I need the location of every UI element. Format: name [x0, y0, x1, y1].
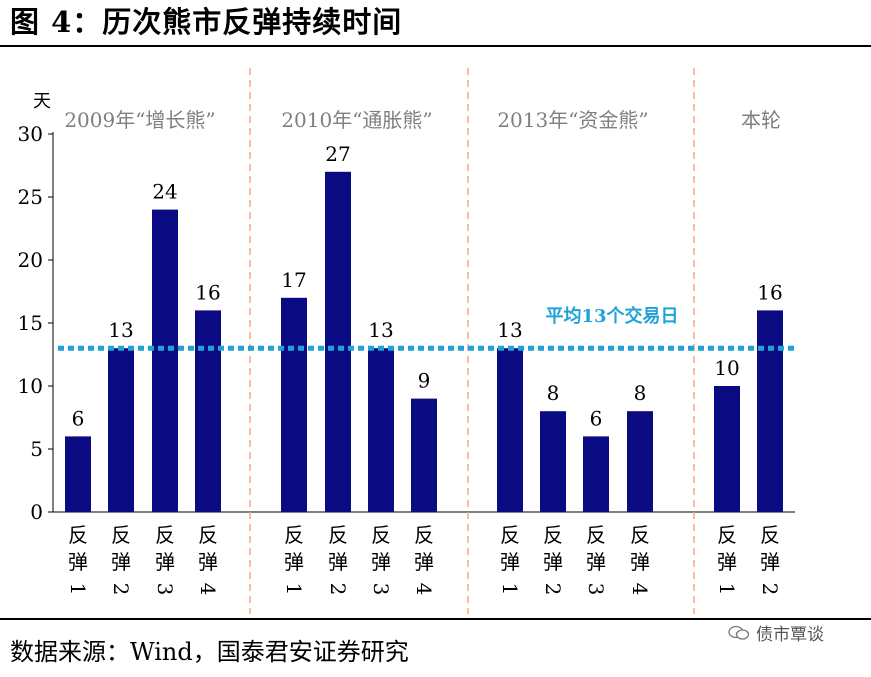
category-label-char: 1	[282, 583, 306, 596]
data-label: 13	[108, 318, 133, 342]
data-label: 9	[418, 369, 431, 393]
category-label-char: 4	[196, 583, 220, 596]
category-label-char: 反	[155, 523, 175, 547]
category-label-char: 3	[584, 583, 608, 596]
category-label-char: 反	[371, 523, 391, 547]
y-tick-label: 10	[18, 374, 43, 398]
category-label-char: 反	[68, 523, 88, 547]
watermark: 债市覃谈	[728, 620, 824, 645]
category-label-char: 2	[758, 583, 782, 596]
bar	[152, 209, 178, 512]
data-label: 27	[325, 142, 350, 166]
data-label: 6	[590, 406, 603, 430]
bar	[540, 411, 566, 512]
bar	[583, 436, 609, 512]
data-label: 24	[152, 180, 177, 204]
figure-title: 图 4：历次熊市反弹持续时间	[10, 5, 403, 39]
category-label-char: 反	[284, 523, 304, 547]
bar	[411, 398, 437, 512]
data-label: 10	[714, 356, 739, 380]
bar	[325, 171, 351, 513]
category-label-char: 反	[198, 523, 218, 547]
y-tick-label: 25	[18, 185, 43, 209]
category-label-char: 2	[109, 583, 133, 596]
y-tick-label: 30	[18, 122, 43, 146]
bar	[281, 297, 307, 512]
category-label-char: 2	[326, 583, 350, 596]
bar	[714, 386, 740, 512]
category-label-char: 4	[628, 583, 652, 596]
bar	[65, 436, 91, 512]
bar	[497, 348, 523, 512]
y-tick-label: 20	[18, 248, 43, 272]
top-rule	[0, 45, 871, 47]
data-label: 13	[497, 318, 522, 342]
category-label-char: 弹	[155, 550, 175, 574]
data-label: 8	[547, 381, 560, 405]
category-label-char: 弹	[500, 550, 520, 574]
category-label-char: 弹	[630, 550, 650, 574]
data-label: 17	[281, 268, 306, 292]
group-label: 2013年“资金熊”	[497, 108, 648, 132]
category-label-char: 4	[412, 583, 436, 596]
group-label: 2009年“增长熊”	[64, 108, 215, 132]
category-label-char: 3	[369, 583, 393, 596]
category-label-char: 1	[498, 583, 522, 596]
data-label: 16	[195, 280, 220, 304]
bar-chart: 0 5 10 15 20 25 30 天 2009年“增长熊” 2010年“通胀熊” 2013年“资…	[18, 68, 795, 614]
category-label-char: 弹	[198, 550, 218, 574]
category-label-char: 弹	[68, 550, 88, 574]
data-label: 13	[368, 318, 393, 342]
bar	[368, 348, 394, 512]
category-label-char: 1	[66, 583, 90, 596]
category-label-char: 1	[715, 583, 739, 596]
category-label-char: 反	[630, 523, 650, 547]
category-label-char: 反	[328, 523, 348, 547]
average-line-label: 平均13个交易日	[545, 305, 678, 327]
bottom-rule	[0, 618, 871, 620]
y-axis-label: 天	[33, 91, 51, 112]
category-label-char: 弹	[543, 550, 563, 574]
category-label-char: 弹	[328, 550, 348, 574]
category-label-char: 弹	[284, 550, 304, 574]
category-label-char: 反	[500, 523, 520, 547]
category-label-char: 反	[586, 523, 606, 547]
category-label-char: 反	[111, 523, 131, 547]
category-label-char: 3	[153, 583, 177, 596]
data-label: 6	[72, 406, 85, 430]
source-note: 数据来源：Wind，国泰君安证券研究	[10, 638, 409, 666]
data-label: 8	[634, 381, 647, 405]
category-label-char: 反	[543, 523, 563, 547]
y-tick-label: 0	[30, 500, 43, 524]
data-label: 16	[757, 280, 782, 304]
wechat-icon	[728, 625, 750, 640]
bar	[195, 310, 221, 512]
y-tick-label: 15	[18, 311, 43, 335]
bar	[627, 411, 653, 512]
category-label-char: 反	[760, 523, 780, 547]
category-label-char: 弹	[371, 550, 391, 574]
category-label-char: 反	[717, 523, 737, 547]
group-label: 本轮	[741, 108, 781, 132]
category-label-char: 弹	[111, 550, 131, 574]
category-label-char: 弹	[586, 550, 606, 574]
category-label-char: 反	[414, 523, 434, 547]
category-label-char: 2	[541, 583, 565, 596]
category-label-char: 弹	[414, 550, 434, 574]
group-label: 2010年“通胀熊”	[281, 108, 432, 132]
bar	[108, 348, 134, 512]
category-label-char: 弹	[717, 550, 737, 574]
y-tick-label: 5	[30, 437, 43, 461]
watermark-text: 债市覃谈	[756, 625, 824, 645]
category-label-char: 弹	[760, 550, 780, 574]
bar	[757, 310, 783, 512]
